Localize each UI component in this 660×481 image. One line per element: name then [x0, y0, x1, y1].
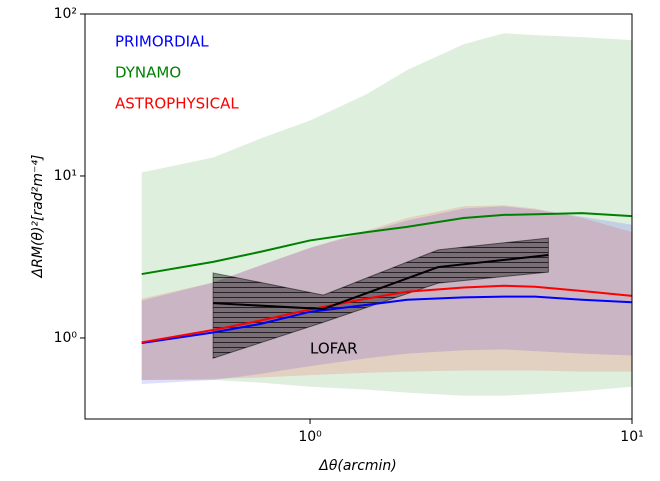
y-tick-label: 10² [54, 6, 77, 22]
x-tick-label: 10⁰ [298, 429, 322, 445]
x-axis-label: Δθ(arcmin) [318, 458, 397, 474]
y-tick-label: 10¹ [54, 168, 77, 184]
x-tick-label: 10¹ [620, 429, 643, 445]
series-label: LOFAR [310, 340, 358, 358]
legend-entry: DYNAMO [115, 64, 181, 82]
legend-entry: PRIMORDIAL [115, 33, 209, 51]
plot-area [141, 33, 632, 396]
axes-frame [84, 13, 633, 420]
series-line [141, 295, 632, 345]
series-line [141, 212, 632, 276]
series-line [213, 254, 549, 310]
error-band [212, 237, 549, 359]
y-tick-label: 10⁰ [54, 330, 78, 346]
legend-entry: ASTROPHYSICAL [115, 95, 239, 113]
series-line [141, 284, 632, 344]
y-axis-label: ΔRM(θ)²[rad²m⁻⁴] [30, 155, 46, 279]
